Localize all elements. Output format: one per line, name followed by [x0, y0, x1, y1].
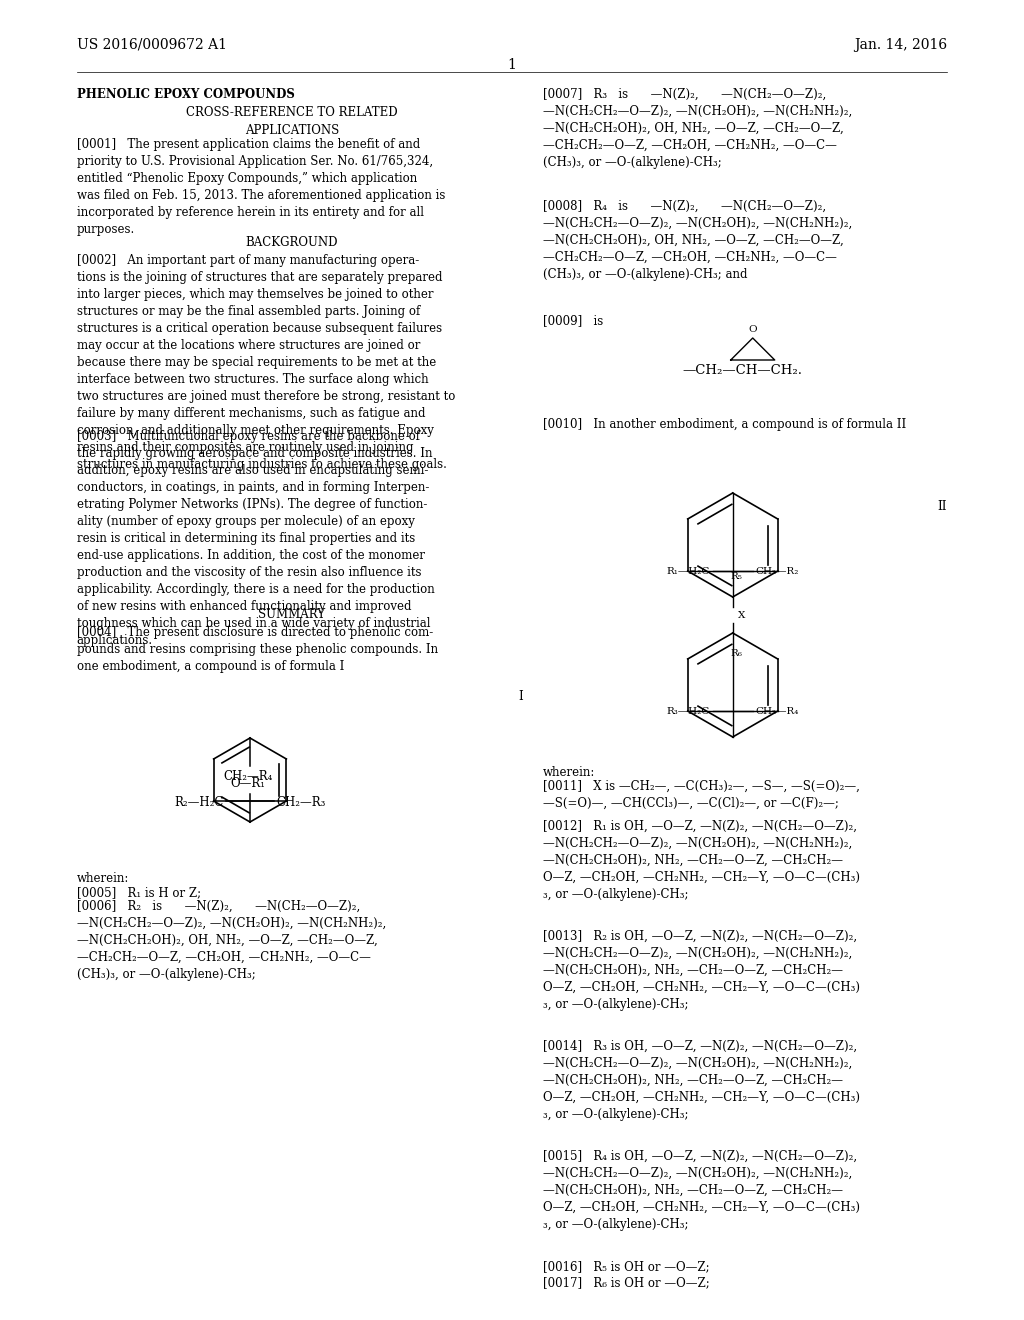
Text: 1: 1	[508, 58, 516, 73]
Text: wherein:: wherein:	[543, 766, 595, 779]
Text: [0016]   R₅ is OH or —O—Z;: [0016] R₅ is OH or —O—Z;	[543, 1261, 710, 1272]
Text: [0013]   R₂ is OH, —O—Z, —N(Z)₂, —N(CH₂—O—Z)₂,
—N(CH₂CH₂—O—Z)₂, —N(CH₂OH)₂, —N(C: [0013] R₂ is OH, —O—Z, —N(Z)₂, —N(CH₂—O—…	[543, 931, 860, 1011]
Text: PHENOLIC EPOXY COMPOUNDS: PHENOLIC EPOXY COMPOUNDS	[77, 88, 295, 102]
Text: [0002]   An important part of many manufacturing opera-
tions is the joining of : [0002] An important part of many manufac…	[77, 253, 456, 471]
Text: R₂—H₂C: R₂—H₂C	[174, 796, 223, 808]
Text: X: X	[737, 610, 745, 619]
Text: R₁—H₂C: R₁—H₂C	[667, 568, 710, 577]
Text: R₅: R₅	[731, 572, 742, 581]
Text: [0009]   is: [0009] is	[543, 314, 603, 327]
Text: SUMMARY: SUMMARY	[258, 609, 326, 620]
Text: [0014]   R₃ is OH, —O—Z, —N(Z)₂, —N(CH₂—O—Z)₂,
—N(CH₂CH₂—O—Z)₂, —N(CH₂OH)₂, —N(C: [0014] R₃ is OH, —O—Z, —N(Z)₂, —N(CH₂—O—…	[543, 1040, 860, 1121]
Text: [0011]   X is —CH₂—, —C(CH₃)₂—, —S—, —S(=O)₂—,
—S(=O)—, —CH(CCl₃)—, —C(Cl)₂—, or: [0011] X is —CH₂—, —C(CH₃)₂—, —S—, —S(=O…	[543, 780, 859, 810]
Text: R₆: R₆	[731, 649, 742, 657]
Text: [0005]   R₁ is H or Z;: [0005] R₁ is H or Z;	[77, 886, 201, 899]
Text: [0015]   R₄ is OH, —O—Z, —N(Z)₂, —N(CH₂—O—Z)₂,
—N(CH₂CH₂—O—Z)₂, —N(CH₂OH)₂, —N(C: [0015] R₄ is OH, —O—Z, —N(Z)₂, —N(CH₂—O—…	[543, 1150, 860, 1232]
Text: II: II	[938, 500, 947, 513]
Text: [0010]   In another embodiment, a compound is of formula II: [0010] In another embodiment, a compound…	[543, 418, 906, 432]
Text: R₃—H₂C: R₃—H₂C	[667, 708, 710, 717]
Text: [0012]   R₁ is OH, —O—Z, —N(Z)₂, —N(CH₂—O—Z)₂,
—N(CH₂CH₂—O—Z)₂, —N(CH₂OH)₂, —N(C: [0012] R₁ is OH, —O—Z, —N(Z)₂, —N(CH₂—O—…	[543, 820, 860, 902]
Text: [0006]   R₂   is      —N(Z)₂,      —N(CH₂—O—Z)₂,
—N(CH₂CH₂—O—Z)₂, —N(CH₂OH)₂, —N: [0006] R₂ is —N(Z)₂, —N(CH₂—O—Z)₂, —N(CH…	[77, 900, 386, 981]
Text: O—R₁: O—R₁	[230, 777, 265, 789]
Text: —CH₂—CH—CH₂.: —CH₂—CH—CH₂.	[683, 363, 803, 376]
Text: CH₂—R₄: CH₂—R₄	[756, 708, 799, 717]
Text: [0017]   R₆ is OH or —O—Z;: [0017] R₆ is OH or —O—Z;	[543, 1276, 710, 1290]
Text: wherein:: wherein:	[77, 873, 129, 884]
Text: US 2016/0009672 A1: US 2016/0009672 A1	[77, 38, 226, 51]
Text: CH₂—R₃: CH₂—R₃	[276, 796, 326, 808]
Text: [0008]   R₄   is      —N(Z)₂,      —N(CH₂—O—Z)₂,
—N(CH₂CH₂—O—Z)₂, —N(CH₂OH)₂, —N: [0008] R₄ is —N(Z)₂, —N(CH₂—O—Z)₂, —N(CH…	[543, 201, 852, 281]
Text: [0007]   R₃   is      —N(Z)₂,      —N(CH₂—O—Z)₂,
—N(CH₂CH₂—O—Z)₂, —N(CH₂OH)₂, —N: [0007] R₃ is —N(Z)₂, —N(CH₂—O—Z)₂, —N(CH…	[543, 88, 852, 169]
Text: [0003]   Multifunctional epoxy resins are the backbone of
the rapidly growing ae: [0003] Multifunctional epoxy resins are …	[77, 430, 434, 647]
Text: [0001]   The present application claims the benefit of and
priority to U.S. Prov: [0001] The present application claims th…	[77, 139, 445, 236]
Text: I: I	[518, 690, 522, 704]
Text: Jan. 14, 2016: Jan. 14, 2016	[854, 38, 947, 51]
Text: O: O	[749, 325, 757, 334]
Text: CROSS-REFERENCE TO RELATED
APPLICATIONS: CROSS-REFERENCE TO RELATED APPLICATIONS	[186, 106, 397, 137]
Text: CH₂—R₄: CH₂—R₄	[223, 770, 272, 783]
Text: CH₂—R₂: CH₂—R₂	[756, 568, 799, 577]
Text: BACKGROUND: BACKGROUND	[246, 236, 338, 249]
Text: [0004]   The present disclosure is directed to phenolic com-
pounds and resins c: [0004] The present disclosure is directe…	[77, 626, 438, 673]
